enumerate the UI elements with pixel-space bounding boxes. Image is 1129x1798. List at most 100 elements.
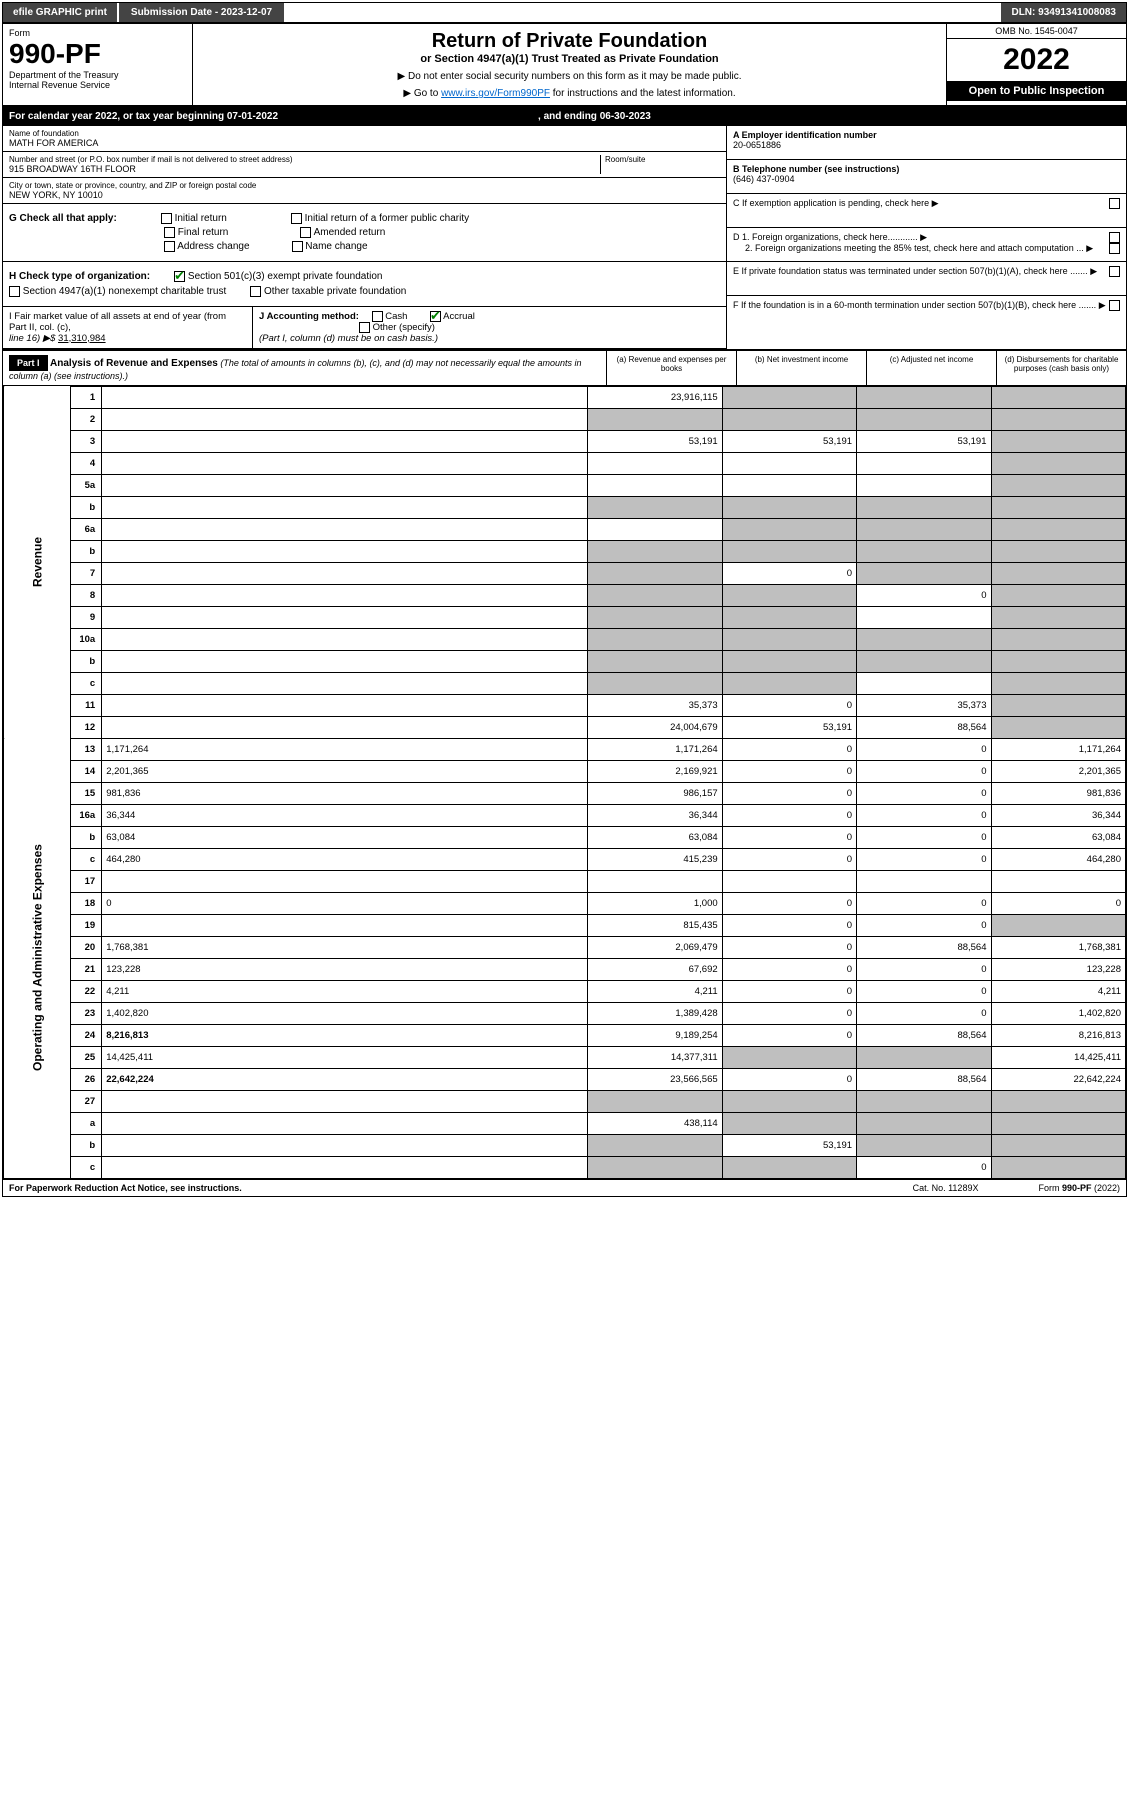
irs-link[interactable]: www.irs.gov/Form990PF <box>441 88 550 99</box>
amount-cell <box>991 672 1126 694</box>
section-j: J Accounting method: Cash Accrual Other … <box>253 307 726 348</box>
expenses-section-label: Operating and Administrative Expenses <box>4 738 71 1178</box>
table-row: 9 <box>4 606 1126 628</box>
table-row: b53,191 <box>4 1134 1126 1156</box>
line-number: 12 <box>71 716 102 738</box>
header-right: OMB No. 1545-0047 2022 Open to Public In… <box>946 24 1126 105</box>
amount-cell <box>722 650 856 672</box>
amount-cell: 1,171,264 <box>588 738 722 760</box>
amount-cell <box>857 650 991 672</box>
amount-cell <box>991 870 1126 892</box>
line-number: 6a <box>71 518 102 540</box>
amount-cell: 2,201,365 <box>991 760 1126 782</box>
amount-cell <box>857 474 991 496</box>
chk-amended[interactable] <box>300 227 311 238</box>
amount-cell: 53,191 <box>588 430 722 452</box>
chk-501c3[interactable] <box>174 271 185 282</box>
chk-other-method[interactable] <box>359 322 370 333</box>
chk-other-taxable[interactable] <box>250 286 261 297</box>
amount-cell: 0 <box>857 1156 991 1178</box>
table-row: 2514,425,41114,377,31114,425,411 <box>4 1046 1126 1068</box>
amount-cell <box>991 1134 1126 1156</box>
chk-address-change[interactable] <box>164 241 175 252</box>
line-description: 22,642,224 <box>102 1068 588 1090</box>
chk-accrual[interactable] <box>430 311 441 322</box>
checkbox-area-g: G Check all that apply: Initial return I… <box>3 204 726 262</box>
amount-cell: 0 <box>857 848 991 870</box>
chk-f[interactable] <box>1109 300 1120 311</box>
note2: ▶ Go to www.irs.gov/Form990PF for instru… <box>201 88 938 99</box>
amount-cell <box>991 540 1126 562</box>
amount-cell <box>722 1112 856 1134</box>
line-description: 2,201,365 <box>102 760 588 782</box>
amount-cell: 438,114 <box>588 1112 722 1134</box>
amount-cell <box>991 518 1126 540</box>
table-row: 1135,373035,373 <box>4 694 1126 716</box>
amount-cell <box>722 606 856 628</box>
line-number: 27 <box>71 1090 102 1112</box>
amount-cell <box>991 914 1126 936</box>
amount-cell <box>991 628 1126 650</box>
amount-cell <box>588 1134 722 1156</box>
amount-cell: 1,768,381 <box>991 936 1126 958</box>
table-row: c0 <box>4 1156 1126 1178</box>
amount-cell: 1,171,264 <box>991 738 1126 760</box>
chk-cash[interactable] <box>372 311 383 322</box>
chk-initial-former[interactable] <box>291 213 302 224</box>
amount-cell: 815,435 <box>588 914 722 936</box>
amount-cell <box>991 562 1126 584</box>
section-i: I Fair market value of all assets at end… <box>3 307 253 348</box>
amount-cell: 22,642,224 <box>991 1068 1126 1090</box>
amount-cell <box>991 474 1126 496</box>
table-row: 17 <box>4 870 1126 892</box>
line-number: 5a <box>71 474 102 496</box>
revenue-section-label: Revenue <box>4 386 71 738</box>
part1-table: Revenue123,916,1152353,19153,19153,19145… <box>3 386 1126 1179</box>
amount-cell: 67,692 <box>588 958 722 980</box>
amount-cell: 35,373 <box>588 694 722 716</box>
line-description <box>102 1090 588 1112</box>
amount-cell <box>588 1090 722 1112</box>
chk-d1[interactable] <box>1109 232 1120 243</box>
table-row: 27 <box>4 1090 1126 1112</box>
amount-cell: 1,000 <box>588 892 722 914</box>
amount-cell: 0 <box>857 760 991 782</box>
line-number: 7 <box>71 562 102 584</box>
line-number: 8 <box>71 584 102 606</box>
footer-left: For Paperwork Reduction Act Notice, see … <box>9 1183 242 1193</box>
amount-cell: 0 <box>857 958 991 980</box>
section-c: C If exemption application is pending, c… <box>727 194 1126 228</box>
amount-cell: 981,836 <box>991 782 1126 804</box>
table-row: Operating and Administrative Expenses131… <box>4 738 1126 760</box>
chk-name-change[interactable] <box>292 241 303 252</box>
amount-cell <box>857 386 991 408</box>
table-row: 1801,000000 <box>4 892 1126 914</box>
amount-cell: 0 <box>857 804 991 826</box>
chk-final-return[interactable] <box>164 227 175 238</box>
line-description <box>102 1112 588 1134</box>
part1-badge: Part I <box>9 355 48 371</box>
chk-c[interactable] <box>1109 198 1120 209</box>
footer: For Paperwork Reduction Act Notice, see … <box>3 1179 1126 1196</box>
amount-cell <box>722 584 856 606</box>
line-description: 8,216,813 <box>102 1024 588 1046</box>
table-row: 19815,43500 <box>4 914 1126 936</box>
line-number: b <box>71 1134 102 1156</box>
amount-cell: 0 <box>722 892 856 914</box>
info-right: A Employer identification number 20-0651… <box>726 126 1126 349</box>
dept2: Internal Revenue Service <box>9 80 186 90</box>
line-number: a <box>71 1112 102 1134</box>
chk-d2[interactable] <box>1109 243 1120 254</box>
line-description <box>102 474 588 496</box>
line-number: 14 <box>71 760 102 782</box>
line-description <box>102 628 588 650</box>
chk-4947a1[interactable] <box>9 286 20 297</box>
line-number: 13 <box>71 738 102 760</box>
chk-e[interactable] <box>1109 266 1120 277</box>
line-number: 18 <box>71 892 102 914</box>
table-row: 2622,642,22423,566,565088,56422,642,224 <box>4 1068 1126 1090</box>
efile-print-btn[interactable]: efile GRAPHIC print <box>3 3 119 22</box>
amount-cell: 0 <box>722 694 856 716</box>
chk-initial-return[interactable] <box>161 213 172 224</box>
part1-desc: Part I Analysis of Revenue and Expenses … <box>3 351 606 385</box>
